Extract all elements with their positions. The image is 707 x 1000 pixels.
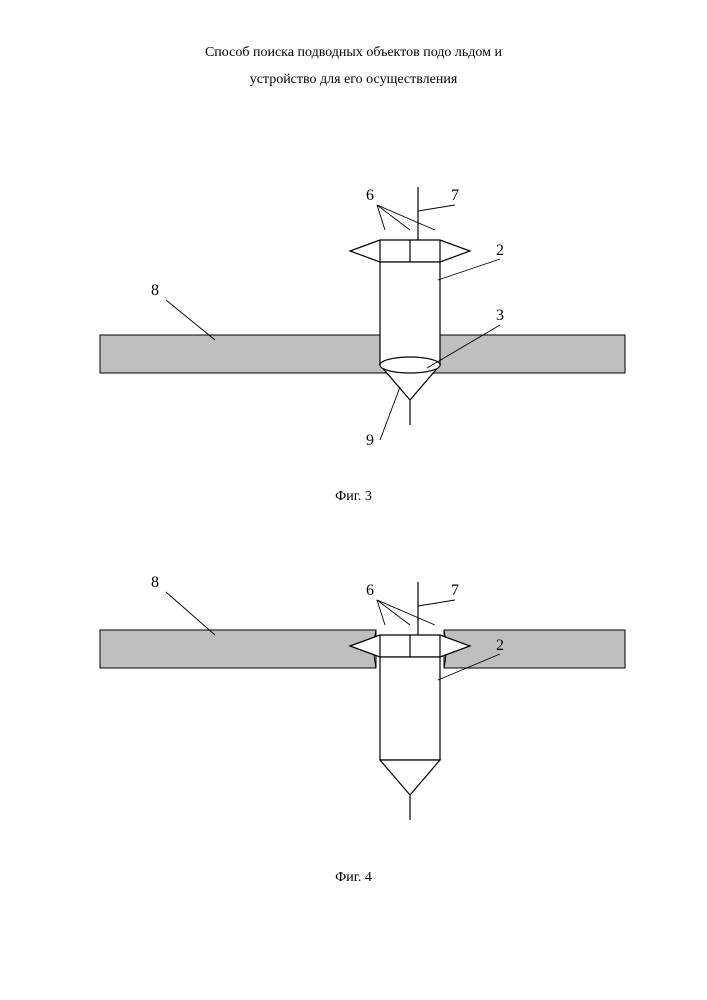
figure-4-caption: Фиг. 4: [0, 870, 707, 886]
document-title: Способ поиска подводных объектов подо ль…: [0, 40, 707, 93]
title-line-1: Способ поиска подводных объектов подо ль…: [205, 45, 502, 60]
svg-text:6: 6: [366, 187, 374, 204]
svg-text:9: 9: [366, 432, 374, 449]
svg-text:7: 7: [451, 582, 459, 599]
svg-text:8: 8: [151, 282, 159, 299]
page: Способ поиска подводных объектов подо ль…: [0, 0, 707, 1000]
title-line-2: устройство для его осуществления: [250, 72, 458, 87]
svg-text:7: 7: [451, 187, 459, 204]
svg-text:3: 3: [496, 307, 504, 324]
svg-text:2: 2: [496, 242, 504, 259]
figure-3-caption: Фиг. 3: [0, 489, 707, 505]
svg-text:2: 2: [496, 637, 504, 654]
svg-text:6: 6: [366, 582, 374, 599]
svg-text:8: 8: [151, 574, 159, 591]
figure-4: 8 6 7 2: [0, 540, 707, 860]
figure-3: 6 7 2 3 8 9: [0, 125, 707, 480]
